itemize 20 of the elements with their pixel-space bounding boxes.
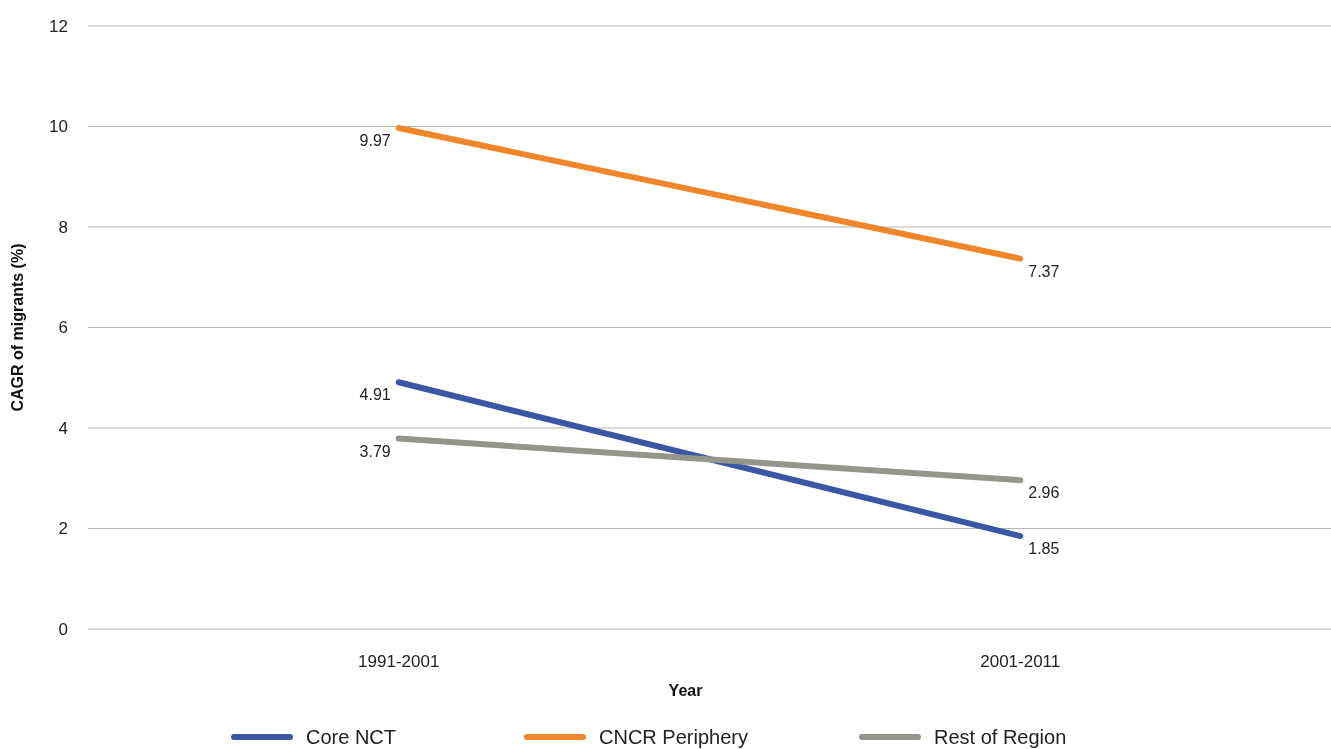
x-tick-label: 1991-2001 [358,652,440,671]
data-label: 3.79 [359,442,391,460]
x-tick-label: 2001-2011 [980,652,1061,671]
data-label: 7.37 [1028,262,1060,280]
data-label: 2.96 [1028,484,1060,502]
y-axis-title: CAGR of migrants (%) [9,243,26,412]
y-tick-label: 4 [58,418,68,438]
y-tick-label: 6 [58,318,68,338]
legend-label: Rest of Region [934,726,1067,748]
data-label: 4.91 [359,386,391,404]
y-tick-label: 12 [49,16,68,36]
y-tick-label: 2 [58,519,68,539]
data-label: 1.85 [1028,540,1060,558]
x-axis-title: Year [668,682,703,699]
data-label: 9.97 [359,132,391,150]
y-tick-label: 10 [49,117,68,137]
legend-label: CNCR Periphery [599,726,748,748]
y-tick-label: 0 [58,619,68,639]
y-tick-label: 8 [58,217,68,237]
legend-label: Core NCT [306,726,397,748]
